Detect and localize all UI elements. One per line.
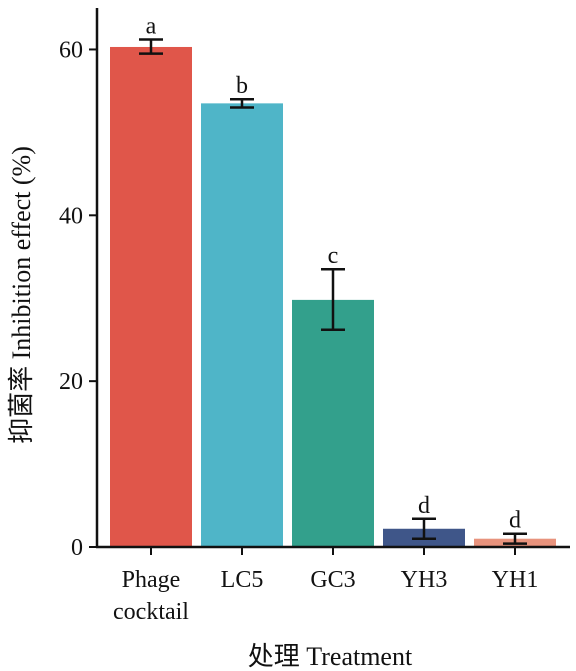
x-tick-label-4: YH1 xyxy=(492,567,539,593)
x-ticks-group: Phage cocktail LC5 GC3 YH3 YH1 xyxy=(113,547,538,625)
y-tick-label-1: 20 xyxy=(59,369,83,395)
bar-1 xyxy=(201,103,283,547)
significance-label-4: d xyxy=(509,508,521,534)
x-tick-label-1: LC5 xyxy=(221,567,264,593)
x-tick-label-2: GC3 xyxy=(310,567,355,593)
significance-labels-group: a b c d d xyxy=(146,14,521,534)
x-tick-label-0: Phage cocktail xyxy=(113,567,189,625)
y-tick-label-3: 60 xyxy=(59,37,83,63)
significance-label-2: c xyxy=(328,243,339,269)
bar-0 xyxy=(110,46,192,547)
significance-label-1: b xyxy=(236,73,248,99)
y-axis-label: 抑菌率 Inhibition effect (%) xyxy=(7,146,36,444)
y-ticks-group: 0 20 40 60 xyxy=(59,37,97,561)
bars-group xyxy=(110,46,556,547)
error-bars-group xyxy=(139,38,527,545)
y-tick-label-2: 40 xyxy=(59,203,83,229)
x-tick-label-3: YH3 xyxy=(401,567,448,593)
significance-label-3: d xyxy=(418,493,430,519)
x-axis-label: 处理 Treatment xyxy=(248,642,413,671)
bar-2 xyxy=(292,299,374,547)
y-tick-label-0: 0 xyxy=(71,535,83,561)
significance-label-0: a xyxy=(146,14,157,40)
